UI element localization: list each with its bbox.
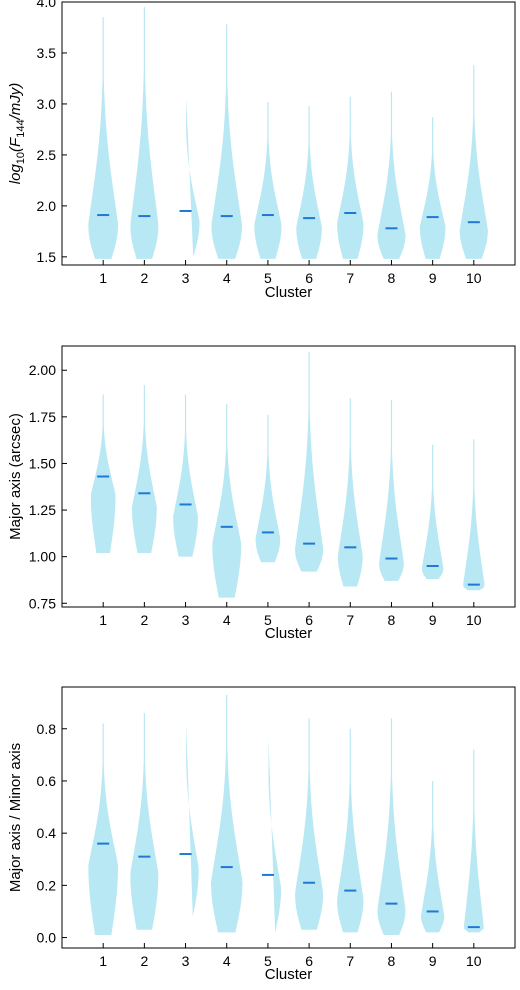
- x-tick-label: 1: [99, 953, 107, 969]
- x-tick-label: 5: [264, 612, 272, 628]
- x-tick-label: 6: [305, 270, 313, 286]
- x-tick-label: 3: [182, 612, 190, 628]
- x-tick-label: 7: [346, 953, 354, 969]
- violin-3: [186, 97, 200, 257]
- x-tick-label: 5: [264, 953, 272, 969]
- violin-3: [173, 394, 198, 557]
- violin-4: [212, 403, 242, 598]
- y-tick-label: 2.00: [29, 362, 56, 378]
- x-tick-label: 10: [466, 270, 482, 286]
- violin-4: [211, 24, 242, 259]
- violin-3: [186, 722, 199, 917]
- violin-6: [296, 105, 322, 259]
- violin-6: [295, 351, 324, 572]
- x-tick-label: 3: [182, 270, 190, 286]
- x-tick-label: 2: [140, 612, 148, 628]
- y-tick-label: 0.0: [37, 930, 57, 946]
- violin-1: [88, 17, 118, 259]
- x-tick-label: 2: [140, 270, 148, 286]
- x-tick-label: 6: [305, 612, 313, 628]
- violin-10: [463, 439, 485, 591]
- violin-8: [377, 718, 406, 935]
- panel-2: 0.75 1.00 1.25 1.50 1.75 2.00 1 2 3 4 5 6 7 8 9 10 Clust…: [7, 345, 516, 642]
- y-axis-label-part: log: [7, 164, 24, 185]
- panel-3: 0.0 0.2 0.4 0.6 0.8 1 2 3 4 5 6 7 8 9 10 Cluster Major a…: [7, 686, 516, 983]
- x-axis-label: Cluster: [265, 625, 313, 642]
- violin-7: [337, 398, 363, 587]
- violin-10: [459, 65, 488, 259]
- y-axis-label-part: 10: [15, 152, 27, 164]
- violin-5: [268, 738, 282, 933]
- x-tick-label: 8: [388, 953, 396, 969]
- panel-1: 1.52.02.53.03.54.01 2 3 4 5 6 7 8 9 10Clusterlog1…: [7, 0, 516, 301]
- x-tick-label: 1: [99, 270, 107, 286]
- violin-1: [90, 394, 116, 553]
- violin-4: [210, 694, 243, 933]
- y-tick-label: 1.25: [29, 502, 56, 518]
- x-tick-label: 4: [223, 270, 231, 286]
- violin-9: [421, 444, 444, 580]
- plot-frame: [61, 1, 516, 266]
- y-tick-label: 0.8: [37, 721, 57, 737]
- violin-7: [337, 96, 364, 259]
- y-tick-label: 2.0: [37, 198, 57, 214]
- y-tick-label: 2.5: [37, 147, 57, 163]
- x-tick-label: 10: [466, 953, 482, 969]
- y-tick-label: 1.75: [29, 409, 56, 425]
- plot-frame: [61, 345, 516, 608]
- violin-8: [379, 400, 404, 581]
- x-tick-label: 3: [182, 953, 190, 969]
- plot-frame: [61, 686, 516, 949]
- y-axis-label-part: 144: [15, 119, 27, 137]
- x-tick-label: 8: [388, 612, 396, 628]
- y-tick-label: 1.5: [37, 249, 57, 265]
- y-axis-label: Major axis (arcsec): [7, 413, 24, 540]
- y-tick-label: 4.0: [37, 0, 57, 10]
- x-tick-label: 6: [305, 953, 313, 969]
- x-tick-label: 4: [223, 953, 231, 969]
- violin-10: [463, 749, 484, 933]
- y-axis-label-part: /mJy): [7, 83, 24, 121]
- violin-1: [88, 723, 118, 935]
- x-tick-label: 8: [388, 270, 396, 286]
- violin-2: [130, 7, 159, 259]
- y-axis-label: Major axis / Minor axis: [7, 743, 24, 892]
- x-tick-label: 10: [466, 612, 482, 628]
- y-tick-label: 0.75: [29, 595, 56, 611]
- y-tick-label: 0.6: [37, 773, 57, 789]
- violin-9: [419, 117, 446, 259]
- y-tick-label: 0.4: [37, 825, 57, 841]
- y-axis-label: log10(F144/mJy): [7, 83, 27, 184]
- y-axis-label-part: (F: [7, 137, 24, 152]
- y-tick-label: 0.2: [37, 877, 57, 893]
- x-tick-label: 2: [140, 953, 148, 969]
- violin-6: [295, 718, 324, 930]
- x-tick-label: 9: [429, 270, 437, 286]
- y-tick-label: 1.50: [29, 455, 56, 471]
- y-tick-label: 3.0: [37, 96, 57, 112]
- violin-5: [255, 414, 281, 563]
- violin-7: [337, 728, 364, 933]
- violin-5: [254, 101, 282, 259]
- x-tick-label: 5: [264, 270, 272, 286]
- y-tick-label: 1.00: [29, 549, 56, 565]
- x-tick-label: 1: [99, 612, 107, 628]
- x-tick-label: 4: [223, 612, 231, 628]
- violin-8: [377, 91, 406, 259]
- violin-2: [131, 385, 157, 553]
- x-tick-label: 7: [346, 270, 354, 286]
- violin-2: [130, 713, 159, 930]
- x-tick-label: 9: [429, 953, 437, 969]
- x-tick-label: 7: [346, 612, 354, 628]
- violin-9: [420, 780, 445, 933]
- x-axis-label: Cluster: [265, 284, 313, 301]
- x-axis-label: Cluster: [265, 966, 313, 983]
- y-tick-label: 3.5: [37, 45, 57, 61]
- x-tick-label: 9: [429, 612, 437, 628]
